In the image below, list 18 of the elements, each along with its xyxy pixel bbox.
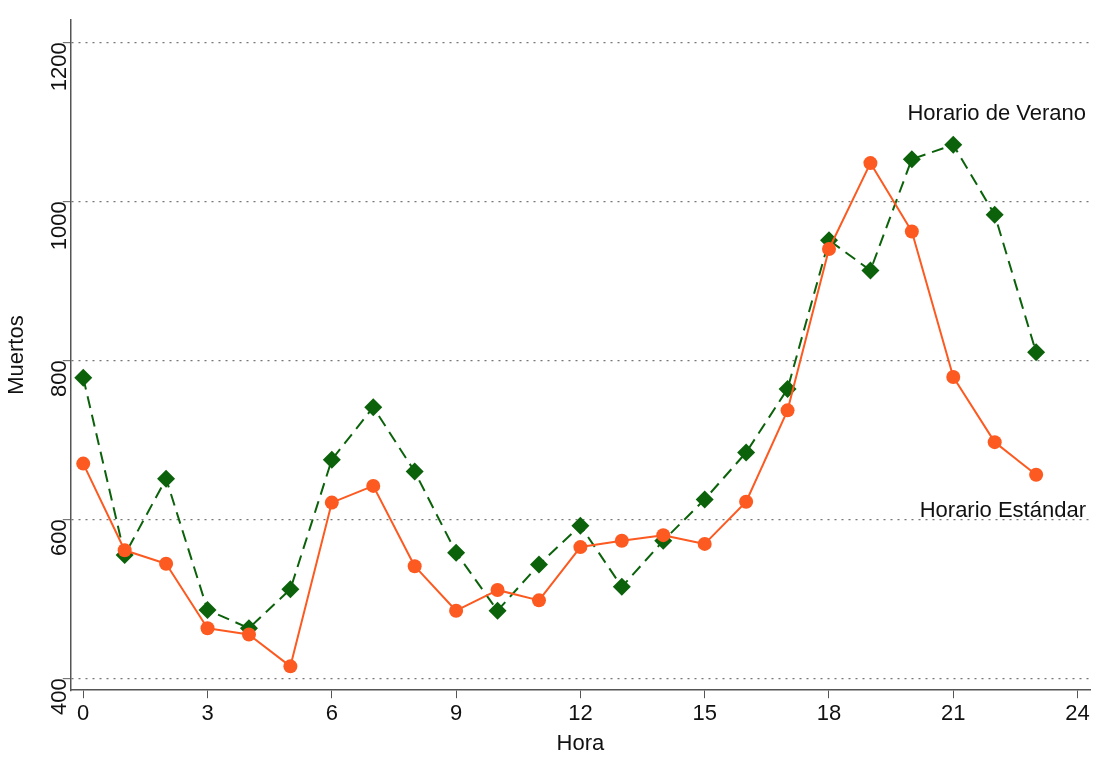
y-tick-label: 400 (45, 678, 71, 715)
x-tick-label: 21 (941, 700, 966, 726)
x-tick-label: 9 (449, 700, 463, 726)
y-tick-label: 800 (45, 360, 71, 397)
series-label: Horario de Verano (907, 99, 1086, 125)
x-tick-label: 15 (692, 700, 717, 726)
x-tick-label: 18 (816, 700, 842, 726)
y-tick-label: 1000 (45, 201, 71, 251)
x-tick-label: 24 (1065, 700, 1090, 726)
y-axis-title: Muertos (3, 315, 29, 395)
y-tick-label: 600 (45, 519, 71, 556)
x-tick-label: 0 (77, 700, 90, 726)
x-tick-label: 6 (325, 700, 338, 726)
y-tick-label: 1200 (45, 42, 71, 92)
x-tick-label: 3 (201, 700, 214, 726)
series-label: Horario Estándar (919, 496, 1086, 522)
x-tick-label: 12 (568, 700, 593, 726)
x-axis-title: Hora (556, 729, 606, 755)
